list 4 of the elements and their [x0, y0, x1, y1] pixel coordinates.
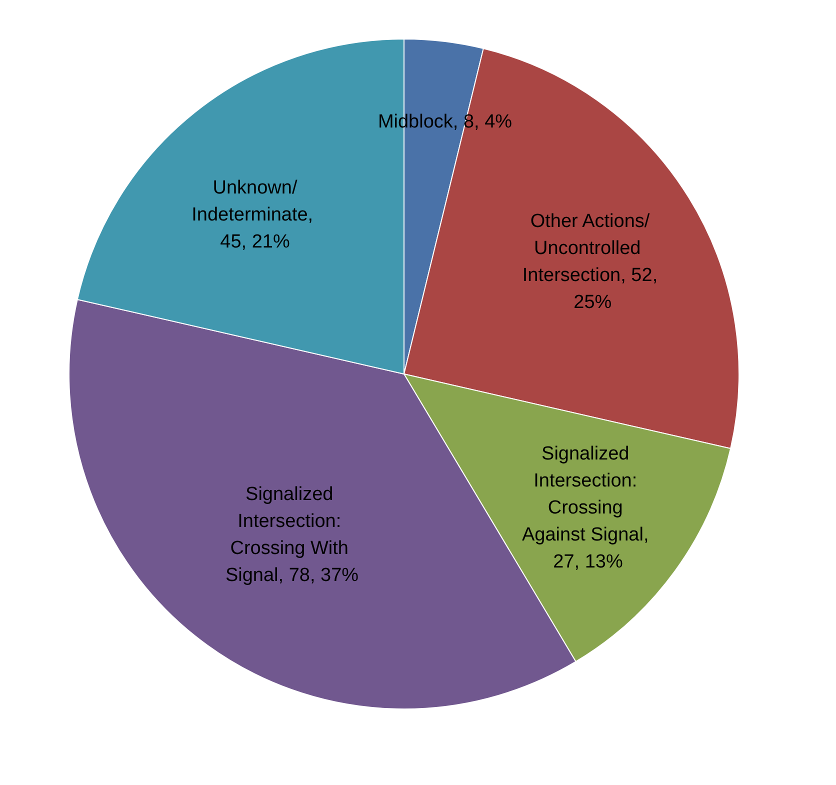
- slice-label: Signalized Intersection: Crossing Against Signal, 27, 13%: [522, 444, 654, 572]
- slice-label: Other Actions/Uncontrolled Intersection, 52, 25%: [522, 211, 658, 313]
- slice-label: Unknown/Indeterminate, 45, 21%: [192, 178, 318, 252]
- slice-label: Signalized Intersection: Crossing With Signal, 78, 37%: [225, 484, 359, 586]
